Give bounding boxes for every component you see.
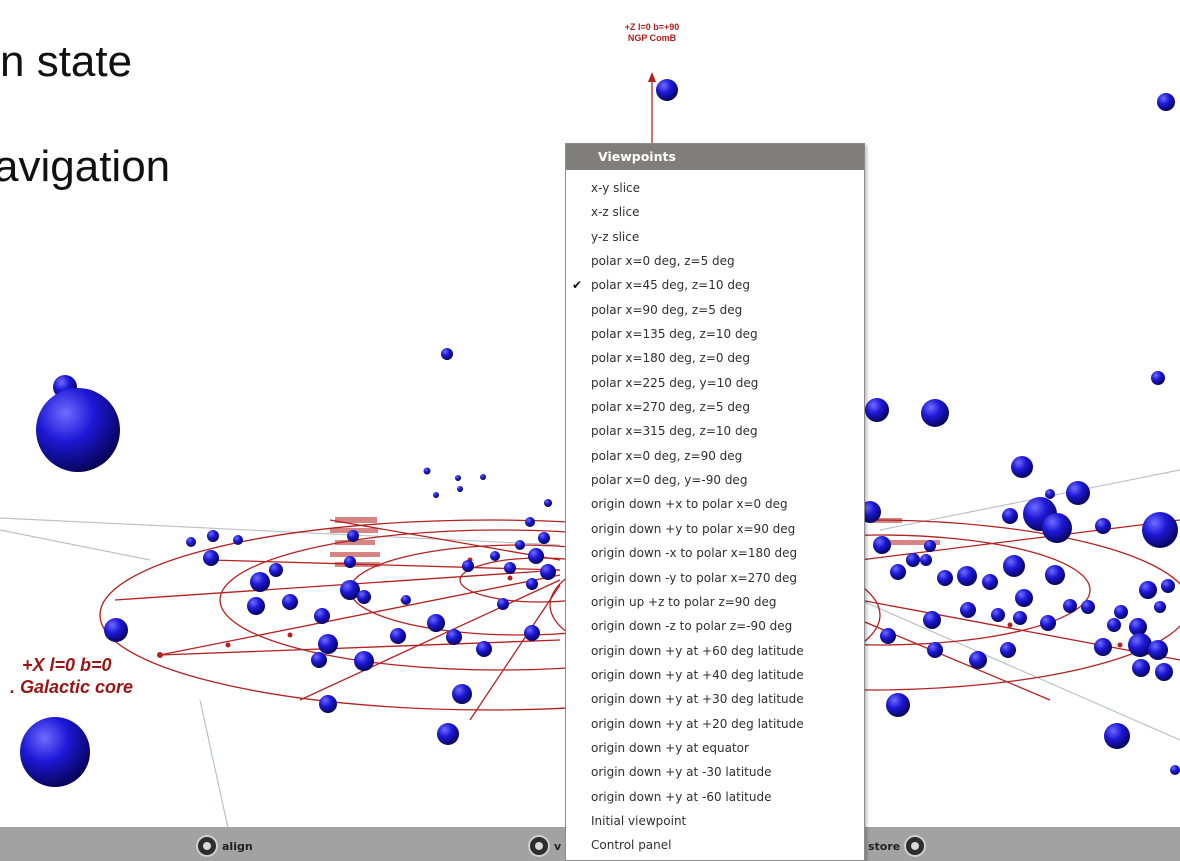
menu-item-label: origin down +y at -30 latitude bbox=[591, 765, 772, 780]
menu-item[interactable]: origin down -z to polar z=-90 deg bbox=[566, 614, 864, 638]
menu-item-label: polar x=270 deg, z=5 deg bbox=[591, 400, 750, 415]
slide-text-line-2: avigation bbox=[0, 142, 171, 191]
menu-item[interactable]: polar x=0 deg, y=-90 deg bbox=[566, 468, 864, 492]
star-spheres bbox=[20, 79, 1180, 787]
menu-item[interactable]: y-z slice bbox=[566, 225, 864, 249]
menu-item[interactable]: origin down +x to polar x=0 deg bbox=[566, 492, 864, 516]
menu-item-label: Control panel bbox=[591, 838, 672, 853]
view-button-label: v bbox=[554, 839, 562, 853]
menu-item[interactable]: origin down +y at +20 deg latitude bbox=[566, 712, 864, 736]
menu-item-label: origin down +y to polar x=90 deg bbox=[591, 521, 796, 536]
menu-item-label: polar x=135 deg, z=10 deg bbox=[591, 327, 758, 342]
slide-text-line-1: n state bbox=[0, 37, 133, 86]
menu-item[interactable]: origin down +y to polar x=90 deg bbox=[566, 517, 864, 541]
align-icon bbox=[196, 835, 218, 857]
menu-item[interactable]: origin down +y at -30 latitude bbox=[566, 760, 864, 784]
menu-item-label: polar x=0 deg, z=90 deg bbox=[591, 448, 743, 463]
view-button[interactable]: v bbox=[528, 833, 561, 859]
menu-item-label: origin down +y at +60 deg latitude bbox=[591, 643, 804, 658]
menu-item[interactable]: origin down -x to polar x=180 deg bbox=[566, 541, 864, 565]
z-axis-label-line1: +Z l=0 b=+90 bbox=[624, 22, 680, 32]
menu-item-label: x-y slice bbox=[591, 181, 641, 195]
menu-item-label: origin down -x to polar x=180 deg bbox=[591, 546, 798, 561]
restore-icon bbox=[904, 835, 927, 857]
menu-item[interactable]: polar x=270 deg, z=5 deg bbox=[566, 395, 864, 419]
menu-item[interactable]: polar x=0 deg, z=5 deg bbox=[566, 249, 864, 273]
z-axis-label-line2: NGP ComB bbox=[627, 33, 677, 43]
viewpoints-menu: Viewpoints x-y slice x-z slice y-z slice po… bbox=[565, 143, 865, 861]
menu-items: x-y slice x-z slice y-z slice polar x=0 deg… bbox=[566, 176, 864, 858]
menu-item[interactable]: polar x=315 deg, z=10 deg bbox=[566, 419, 864, 443]
menu-title: Viewpoints bbox=[566, 144, 864, 170]
menu-item[interactable]: Control panel bbox=[566, 833, 864, 857]
menu-item-label: polar x=0 deg, y=-90 deg bbox=[591, 473, 748, 488]
restore-button[interactable]: store bbox=[868, 833, 927, 859]
galactic-plane-grid bbox=[99, 78, 1180, 721]
menu-item[interactable]: origin down +y at +30 deg latitude bbox=[566, 687, 864, 711]
menu-item[interactable]: polar x=135 deg, z=10 deg bbox=[566, 322, 864, 346]
menu-item[interactable]: polar x=180 deg, z=0 deg bbox=[566, 346, 864, 370]
menu-item[interactable]: origin down +y at +40 deg latitude bbox=[566, 663, 864, 687]
menu-item[interactable]: origin down -y to polar x=270 deg bbox=[566, 566, 864, 590]
z-axis-label: +Z l=0 b=+90 NGP ComB bbox=[600, 22, 704, 44]
menu-item-label: origin up +z to polar z=90 deg bbox=[591, 594, 777, 609]
align-button-label: align bbox=[222, 839, 253, 853]
menu-item-label: origin down +y at equator bbox=[591, 740, 749, 755]
menu-item-label: y-z slice bbox=[591, 229, 640, 244]
x-axis-label-line1: +X l=0 b=0 bbox=[22, 655, 112, 675]
menu-item[interactable]: origin down +y at +60 deg latitude bbox=[566, 639, 864, 663]
menu-item-label: origin down +y at +30 deg latitude bbox=[591, 692, 804, 707]
x-axis-label: +X l=0 b=0 . Galactic core bbox=[10, 654, 133, 698]
menu-item[interactable]: origin up +z to polar z=90 deg bbox=[566, 590, 864, 614]
menu-item-label: Initial viewpoint bbox=[591, 813, 687, 828]
arrow-left-icon bbox=[528, 835, 550, 857]
menu-item-label: origin down +y at +20 deg latitude bbox=[591, 716, 804, 731]
menu-item[interactable]: polar x=90 deg, z=5 deg bbox=[566, 298, 864, 322]
restore-button-label: store bbox=[868, 839, 901, 853]
menu-item[interactable]: polar x=225 deg, y=10 deg bbox=[566, 371, 864, 395]
menu-item-label: polar x=90 deg, z=5 deg bbox=[591, 302, 743, 317]
menu-item[interactable]: ✔ polar x=45 deg, z=10 deg bbox=[566, 273, 864, 297]
menu-item-label: origin down +x to polar x=0 deg bbox=[591, 497, 788, 512]
menu-item-label: polar x=225 deg, y=10 deg bbox=[591, 375, 759, 390]
checkmark-icon: ✔ bbox=[572, 278, 583, 293]
menu-item[interactable]: x-y slice bbox=[566, 176, 864, 200]
menu-item-label: polar x=0 deg, z=5 deg bbox=[591, 254, 735, 269]
menu-item[interactable]: Initial viewpoint bbox=[566, 809, 864, 833]
menu-item-label: polar x=315 deg, z=10 deg bbox=[591, 424, 758, 439]
menu-item[interactable]: origin down +y at equator bbox=[566, 736, 864, 760]
x-axis-label-line2: . Galactic core bbox=[10, 677, 134, 697]
reference-lines bbox=[0, 469, 1180, 861]
menu-item-label: polar x=45 deg, z=10 deg bbox=[591, 278, 750, 293]
menu-item[interactable]: origin down +y at -60 latitude bbox=[566, 785, 864, 809]
menu-item-label: origin down +y at +40 deg latitude bbox=[591, 667, 804, 682]
align-button[interactable]: align bbox=[196, 833, 253, 859]
menu-item-label: polar x=180 deg, z=0 deg bbox=[591, 351, 750, 366]
menu-item-label: origin down -z to polar z=-90 deg bbox=[591, 619, 793, 634]
menu-item[interactable]: polar x=0 deg, z=90 deg bbox=[566, 444, 864, 468]
menu-item-label: origin down -y to polar x=270 deg bbox=[591, 570, 797, 585]
menu-item-label: origin down +y at -60 latitude bbox=[591, 789, 772, 804]
menu-item[interactable]: x-z slice bbox=[566, 200, 864, 224]
menu-item-label: x-z slice bbox=[591, 205, 640, 220]
